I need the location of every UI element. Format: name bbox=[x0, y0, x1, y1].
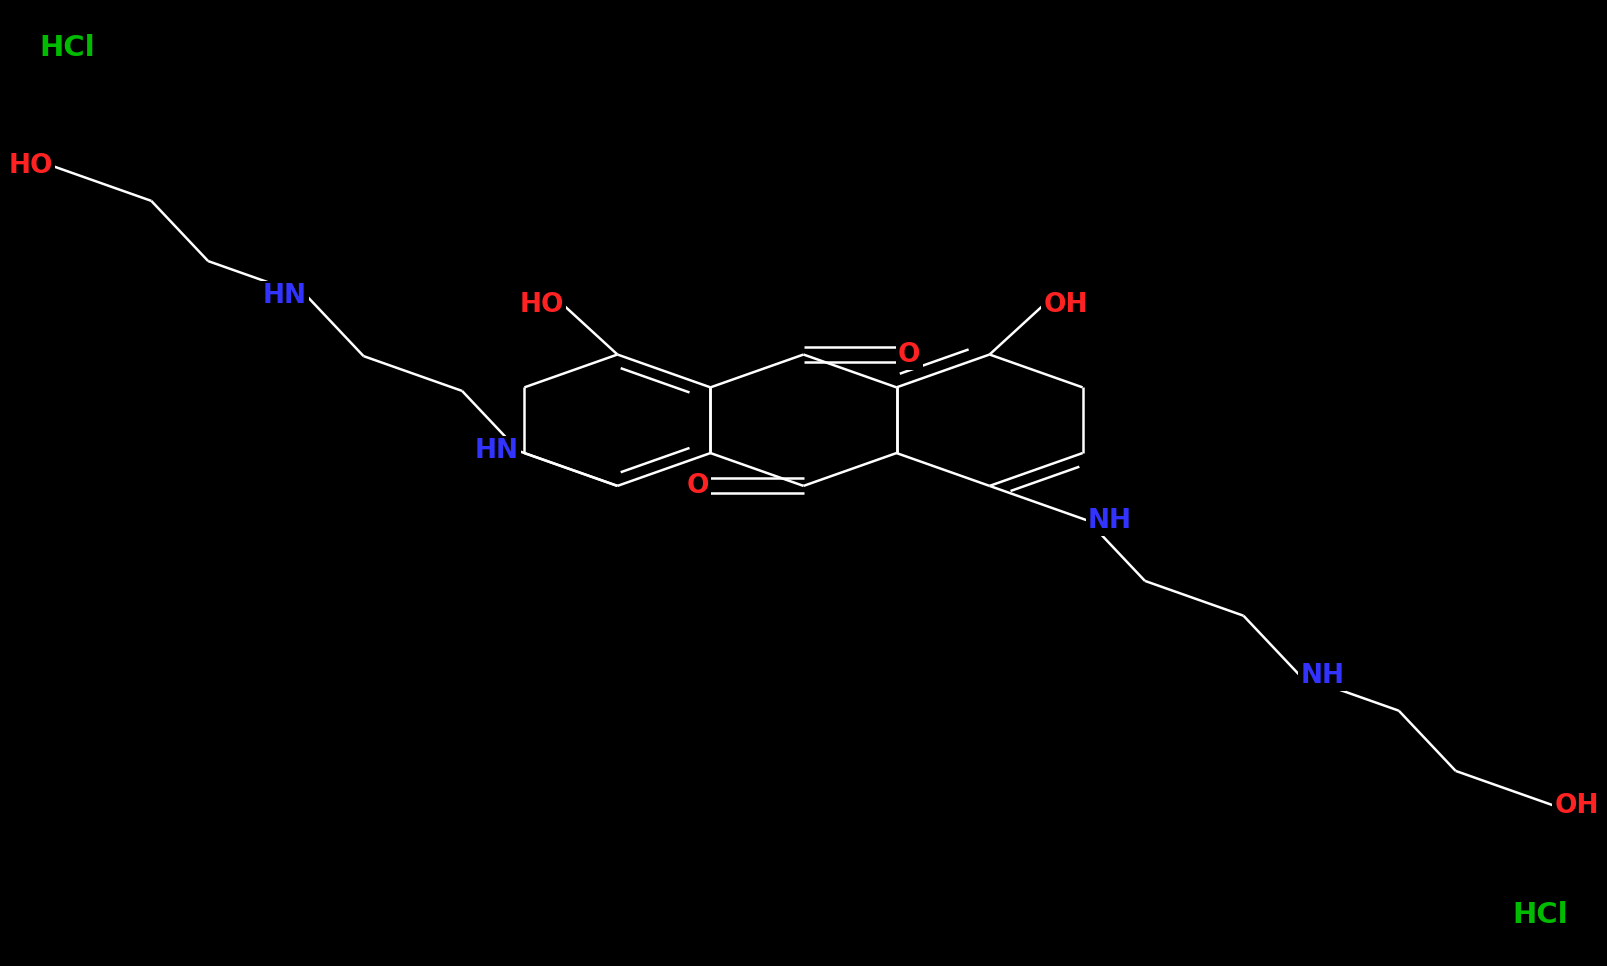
Text: HO: HO bbox=[8, 153, 53, 179]
Text: O: O bbox=[898, 342, 921, 367]
Text: HO: HO bbox=[519, 293, 564, 318]
Text: NH: NH bbox=[1088, 508, 1131, 533]
Text: O: O bbox=[686, 473, 709, 498]
Text: HCl: HCl bbox=[1512, 901, 1568, 929]
Text: HN: HN bbox=[476, 439, 519, 464]
Text: OH: OH bbox=[1043, 293, 1088, 318]
Text: HN: HN bbox=[262, 283, 307, 309]
Text: NH: NH bbox=[1300, 663, 1345, 689]
Text: HCl: HCl bbox=[39, 34, 95, 62]
Text: OH: OH bbox=[1554, 793, 1599, 819]
